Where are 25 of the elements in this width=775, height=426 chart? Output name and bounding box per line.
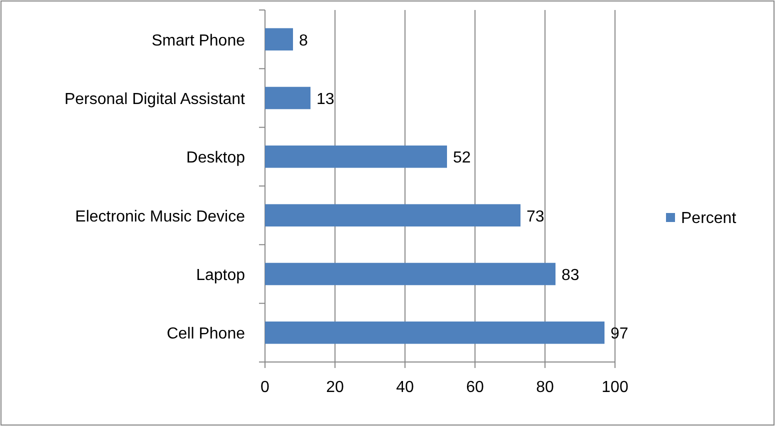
data-label: 73 bbox=[526, 208, 544, 226]
x-tick-label: 80 bbox=[536, 379, 554, 396]
bar bbox=[265, 262, 556, 286]
y-tick-label: Laptop bbox=[196, 267, 246, 284]
y-tick-label: Desktop bbox=[186, 150, 246, 167]
data-label: 8 bbox=[299, 32, 308, 50]
bar bbox=[265, 146, 447, 168]
x-tick-label: 20 bbox=[326, 379, 344, 396]
x-tick-label: 40 bbox=[396, 379, 414, 396]
y-tick-label: Personal Digital Assistant bbox=[64, 91, 246, 108]
bar bbox=[265, 204, 520, 226]
bar bbox=[265, 28, 293, 50]
data-label: 97 bbox=[610, 326, 628, 343]
legend-label: Percent bbox=[681, 210, 737, 227]
bar bbox=[265, 322, 604, 344]
data-label: 52 bbox=[453, 150, 471, 167]
data-label: 13 bbox=[316, 91, 334, 108]
y-tick-label: Electronic Music Device bbox=[75, 208, 246, 226]
bar bbox=[265, 86, 310, 110]
y-tick-label: Cell Phone bbox=[166, 326, 246, 343]
y-tick-label: Smart Phone bbox=[152, 32, 246, 50]
data-label: 83 bbox=[562, 267, 580, 284]
x-tick-label: 0 bbox=[260, 379, 270, 396]
x-tick-label: 100 bbox=[602, 379, 628, 396]
x-tick-label: 60 bbox=[466, 379, 484, 396]
